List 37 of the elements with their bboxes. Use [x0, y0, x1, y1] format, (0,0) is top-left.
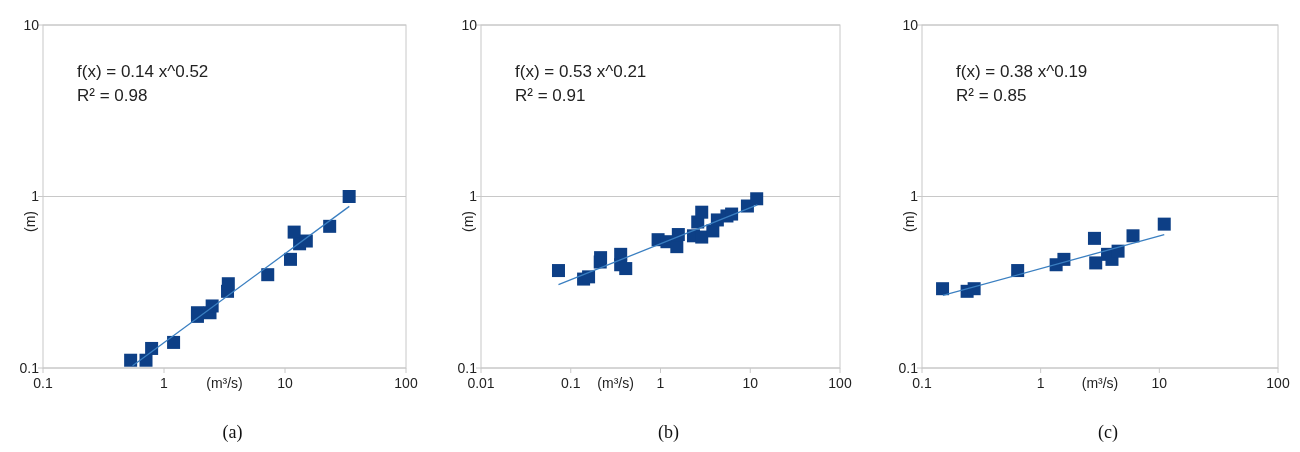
- x-axis-title: (m³/s): [206, 375, 243, 391]
- y-tick-label: 1: [910, 188, 919, 205]
- y-tick-label: 10: [902, 16, 919, 33]
- x-tick-label: 1: [656, 375, 665, 391]
- x-tick-label: 1: [1036, 375, 1045, 391]
- x-tick-label: 0.01: [467, 375, 495, 391]
- annotation: f(x) = 0.38 x^0.19: [956, 62, 1088, 81]
- y-tick-label: 0.1: [898, 359, 919, 376]
- annotation: R² = 0.91: [515, 86, 586, 105]
- annotation: R² = 0.98: [77, 86, 148, 105]
- x-tick-label: 1: [160, 375, 169, 391]
- annotation: f(x) = 0.53 x^0.21: [515, 62, 647, 81]
- y-axis-title: (m): [460, 211, 476, 232]
- y-tick-label: 0.1: [19, 359, 40, 376]
- x-tick-label: 10: [1151, 375, 1168, 391]
- text: (b): [658, 422, 679, 443]
- x-tick-label: 10: [277, 375, 293, 391]
- annotation: R² = 0.85: [956, 86, 1027, 105]
- x-tick-label: 10: [742, 375, 759, 391]
- x-tick-label: 100: [394, 375, 418, 391]
- y-tick-label: 10: [461, 16, 478, 33]
- text: (a): [222, 422, 243, 443]
- x-tick-label: 0.1: [561, 375, 581, 391]
- x-tick-label: 0.1: [912, 375, 932, 391]
- y-tick-label: 1: [469, 188, 478, 205]
- y-tick-label: 0.1: [457, 359, 478, 376]
- y-axis-title: (m): [901, 211, 917, 232]
- y-tick-label: 1: [31, 188, 40, 205]
- x-tick-label: 100: [1266, 375, 1290, 391]
- annotation: f(x) = 0.14 x^0.52: [77, 62, 209, 81]
- y-tick-label: 10: [23, 16, 40, 33]
- x-tick-label: 0.1: [33, 375, 53, 391]
- y-axis-title: (m): [22, 211, 38, 232]
- x-tick-label: 100: [828, 375, 852, 391]
- text: (c): [1098, 422, 1118, 443]
- x-axis-title: (m³/s): [597, 375, 634, 391]
- x-axis-title: (m³/s): [1081, 375, 1119, 391]
